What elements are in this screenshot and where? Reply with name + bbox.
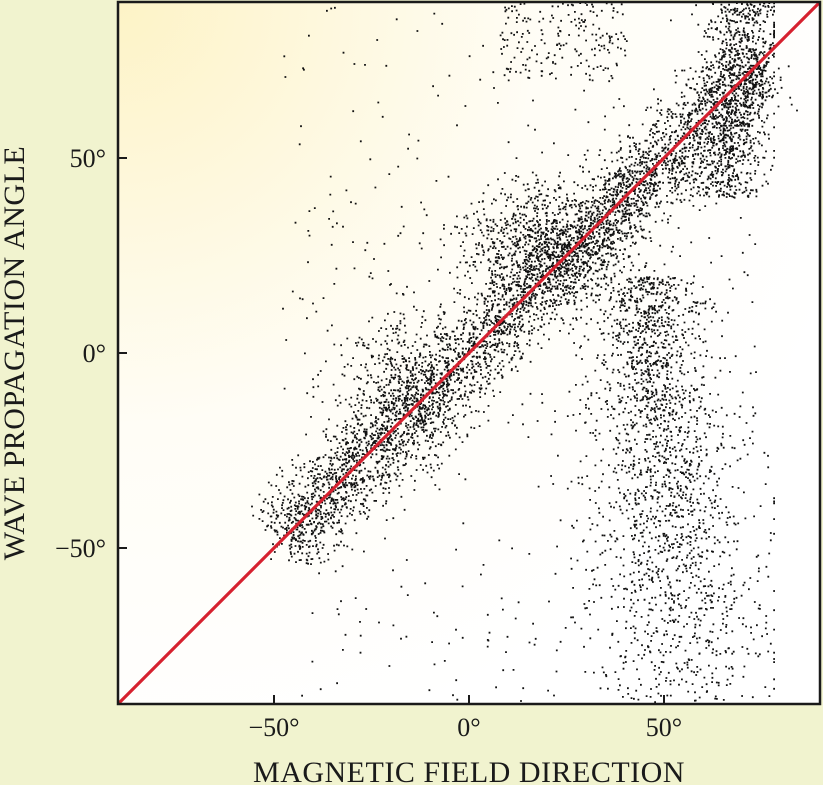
x-tick-label: 50°	[646, 713, 682, 742]
y-axis-title: WAVE PROPAGATION ANGLE	[0, 146, 31, 560]
reference-line	[118, 2, 820, 704]
tick-labels: −50° 0° 50° −50° 0° 50°	[55, 144, 682, 742]
y-tick-label: 0°	[83, 339, 106, 368]
y-tick-label: −50°	[55, 534, 106, 563]
x-tick-label: −50°	[248, 713, 299, 742]
y-tick-label: 50°	[70, 144, 106, 173]
axis-ticks	[118, 157, 665, 704]
x-axis-title: MAGNETIC FIELD DIRECTION	[253, 756, 685, 785]
x-tick-label: 0°	[457, 713, 480, 742]
